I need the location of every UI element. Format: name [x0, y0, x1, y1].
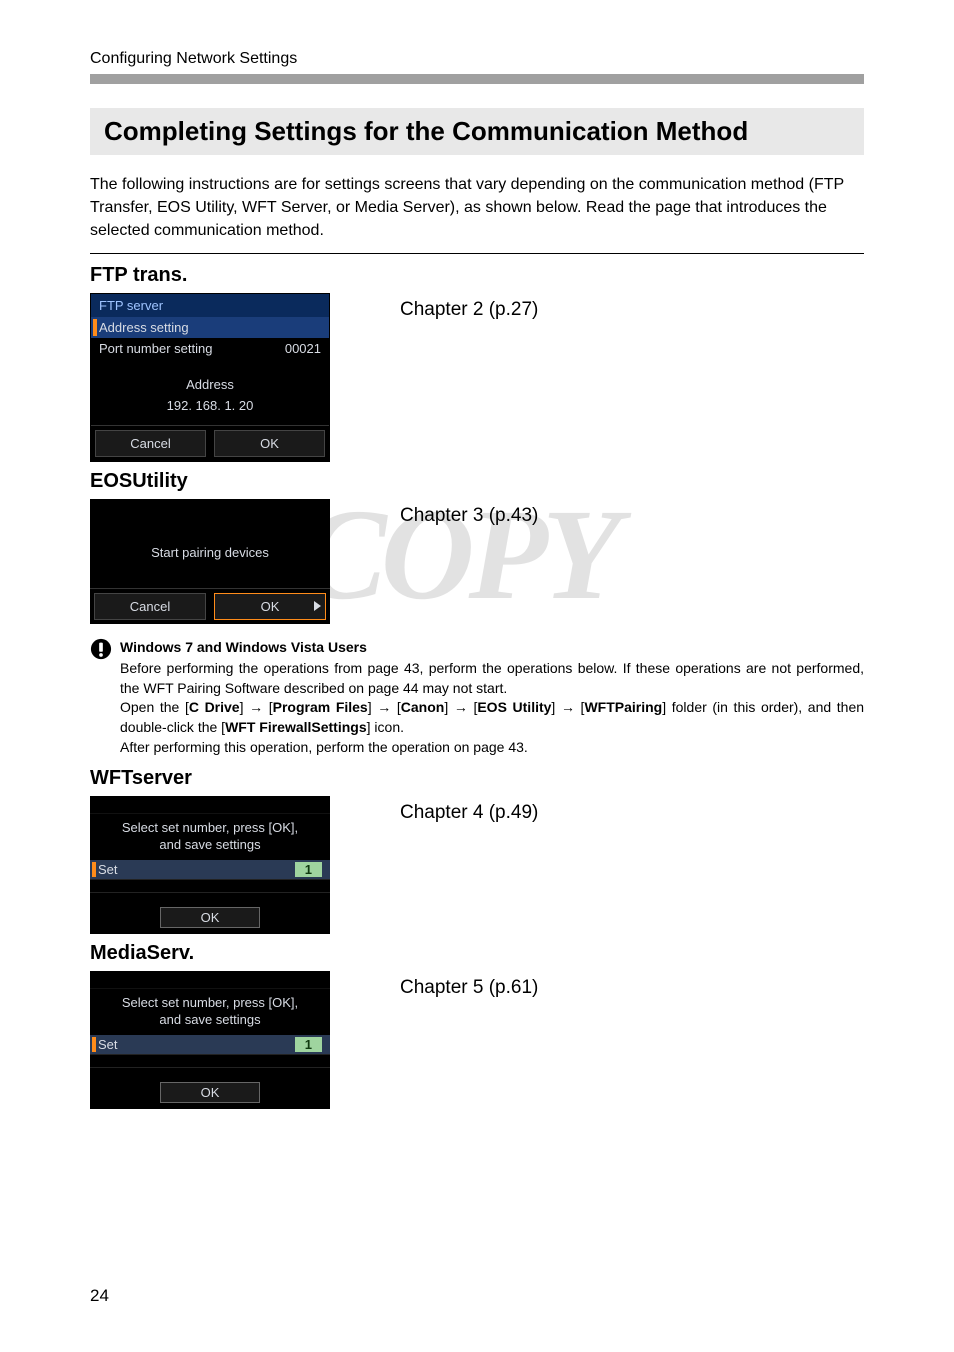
eos-chapter-ref: Chapter 3 (p.43)	[400, 505, 538, 527]
page-number: 24	[90, 1286, 109, 1306]
eos-pairing-msg: Start pairing devices	[90, 537, 330, 588]
eos-camera-screen: Start pairing devices Cancel OK	[90, 499, 330, 624]
chevron-right-icon	[314, 601, 321, 611]
note-l2c: ] icon.	[367, 719, 404, 735]
section-title-eos: EOSUtility	[90, 470, 864, 493]
wft-set-label: Set	[98, 862, 118, 877]
ftp-row-address-label: Address setting	[99, 320, 189, 335]
note-wftfirewall: WFT FirewallSettings	[225, 719, 367, 735]
media-instr: Select set number, press [OK], and save …	[90, 989, 330, 1035]
section-media: MediaServ. Select set number, press [OK]…	[90, 942, 864, 1109]
ftp-chapter-ref: Chapter 2 (p.27)	[400, 299, 538, 321]
note-body: Windows 7 and Windows Vista Users Before…	[120, 638, 864, 758]
eos-ok-button[interactable]: OK	[214, 593, 326, 620]
section-wft: WFTserver Select set number, press [OK],…	[90, 767, 864, 934]
media-instr-l1: Select set number, press [OK],	[122, 995, 298, 1010]
note-line1: Before performing the operations from pa…	[120, 659, 864, 698]
note-block: Windows 7 and Windows Vista Users Before…	[90, 638, 864, 758]
note-wftpairing: WFTPairing	[584, 699, 662, 715]
eos-cancel-button[interactable]: Cancel	[94, 593, 206, 620]
arrow-icon: →	[454, 699, 468, 715]
media-set-value: 1	[295, 1037, 322, 1052]
intro-paragraph: The following instructions are for setti…	[90, 173, 864, 254]
media-ok-button[interactable]: OK	[160, 1082, 260, 1103]
header-divider	[90, 74, 864, 84]
wft-instr-l1: Select set number, press [OK],	[122, 820, 298, 835]
note-line2: Open the [C Drive] → [Program Files] → […	[120, 698, 864, 737]
wft-instr-l2: and save settings	[159, 837, 260, 852]
media-instr-l2: and save settings	[159, 1012, 260, 1027]
page-title: Completing Settings for the Communicatio…	[104, 116, 850, 147]
eos-ok-label: OK	[261, 599, 280, 614]
media-chapter-ref: Chapter 5 (p.61)	[400, 977, 538, 999]
section-title-ftp: FTP trans.	[90, 264, 864, 287]
ftp-cancel-button[interactable]: Cancel	[95, 430, 206, 457]
wft-chapter-ref: Chapter 4 (p.49)	[400, 802, 538, 824]
note-cdrive: C Drive	[189, 699, 240, 715]
page-title-band: Completing Settings for the Communicatio…	[90, 108, 864, 155]
ftp-ok-button[interactable]: OK	[214, 430, 325, 457]
breadcrumb: Configuring Network Settings	[90, 50, 864, 68]
wft-set-row[interactable]: Set 1	[90, 860, 330, 879]
media-set-row[interactable]: Set 1	[90, 1035, 330, 1054]
note-canon: Canon	[401, 699, 445, 715]
note-l2a: Open the [	[120, 699, 189, 715]
note-eosutility: EOS Utility	[477, 699, 551, 715]
warning-icon	[90, 638, 112, 660]
ftp-camera-screen: FTP server Address setting Port number s…	[90, 293, 330, 462]
arrow-icon: →	[377, 699, 391, 715]
ftp-row-port-label: Port number setting	[99, 341, 212, 356]
ftp-row-address-setting[interactable]: Address setting	[91, 317, 329, 338]
arrow-icon: →	[561, 699, 575, 715]
section-ftp: FTP trans. FTP server Address setting Po…	[90, 264, 864, 462]
ftp-address-value: 192. 168. 1. 20	[91, 398, 329, 419]
wft-ok-button[interactable]: OK	[160, 907, 260, 928]
wft-instr: Select set number, press [OK], and save …	[90, 814, 330, 860]
section-eos: EOSUtility Start pairing devices Cancel …	[90, 470, 864, 624]
media-set-label: Set	[98, 1037, 118, 1052]
note-title: Windows 7 and Windows Vista Users	[120, 638, 864, 658]
ftp-address-label: Address	[91, 371, 329, 398]
media-camera-screen: Select set number, press [OK], and save …	[90, 971, 330, 1109]
ftp-row-port[interactable]: Port number setting 00021	[91, 338, 329, 359]
note-line3: After performing this operation, perform…	[120, 738, 864, 758]
note-programfiles: Program Files	[273, 699, 368, 715]
section-title-wft: WFTserver	[90, 767, 864, 790]
wft-camera-screen: Select set number, press [OK], and save …	[90, 796, 330, 934]
wft-set-value: 1	[295, 862, 322, 877]
ftp-screen-header: FTP server	[91, 294, 329, 317]
arrow-icon: →	[249, 699, 263, 715]
section-title-media: MediaServ.	[90, 942, 864, 965]
ftp-row-port-value: 00021	[285, 341, 321, 356]
